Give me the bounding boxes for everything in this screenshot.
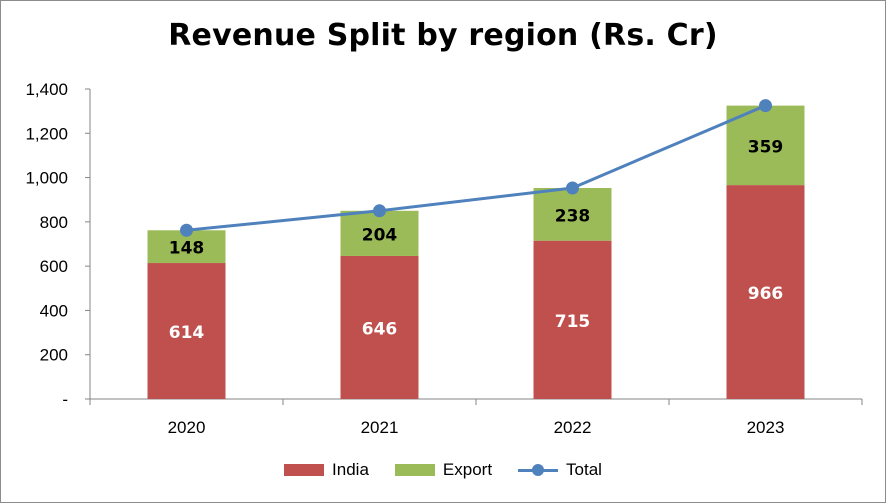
legend-swatch-total — [518, 464, 559, 476]
bar-india — [147, 263, 226, 399]
total-point — [566, 181, 579, 195]
legend-label-total: Total — [566, 460, 602, 479]
data-label-export: 238 — [555, 206, 591, 226]
data-label-india: 715 — [555, 312, 591, 332]
data-label-export: 359 — [748, 137, 784, 157]
legend-label-india: India — [332, 460, 369, 479]
bar-export — [340, 210, 419, 256]
total-point — [759, 99, 772, 113]
legend-label-export: Export — [442, 460, 493, 479]
chart-legend: India Export Total — [0, 460, 886, 480]
data-label-india: 966 — [748, 284, 784, 304]
legend-swatch-india — [284, 464, 325, 476]
legend-swatch-export — [394, 464, 435, 476]
total-point — [180, 223, 193, 237]
x-tick-label: 2020 — [168, 418, 206, 437]
data-label-export: 148 — [169, 239, 205, 259]
x-tick-label: 2021 — [361, 418, 399, 437]
total-line — [186, 104, 767, 232]
bar-india — [726, 185, 805, 399]
data-label-export: 204 — [362, 225, 398, 245]
legend-item-india: India — [284, 460, 369, 480]
y-tick-label: 1,200 — [25, 124, 68, 143]
legend-item-total: Total — [518, 460, 602, 480]
data-label-india: 614 — [169, 323, 205, 343]
y-tick-label: 200 — [40, 346, 68, 365]
y-tick-label: 800 — [40, 213, 68, 232]
bar-export — [533, 187, 612, 241]
legend-item-export: Export — [394, 460, 493, 480]
bar-india — [533, 240, 612, 399]
x-tick-label: 2023 — [747, 418, 785, 437]
total-point — [373, 204, 386, 218]
bar-india — [340, 255, 419, 399]
data-label-india: 646 — [362, 319, 398, 339]
x-tick-label: 2022 — [554, 418, 592, 437]
y-tick-label: 600 — [40, 257, 68, 276]
y-tick-label: 1,000 — [25, 169, 68, 188]
bar-export — [726, 105, 805, 186]
y-tick-label: 400 — [40, 301, 68, 320]
y-tick-label: - — [62, 390, 68, 409]
y-tick-label: 1,400 — [25, 80, 68, 99]
chart-title: Revenue Split by region (Rs. Cr) — [168, 18, 718, 53]
